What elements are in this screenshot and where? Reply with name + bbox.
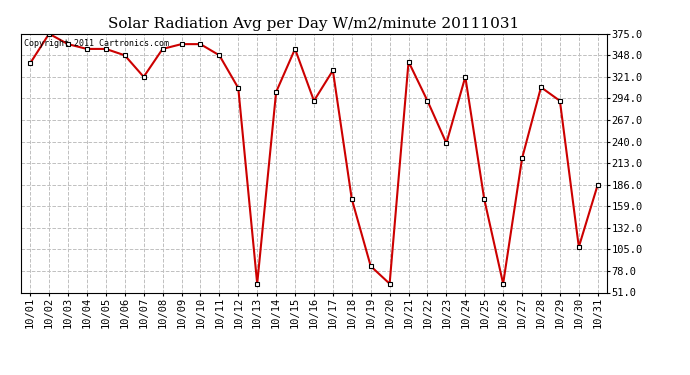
Title: Solar Radiation Avg per Day W/m2/minute 20111031: Solar Radiation Avg per Day W/m2/minute … <box>108 17 520 31</box>
Text: Copyright 2011 Cartronics.com: Copyright 2011 Cartronics.com <box>23 39 168 48</box>
